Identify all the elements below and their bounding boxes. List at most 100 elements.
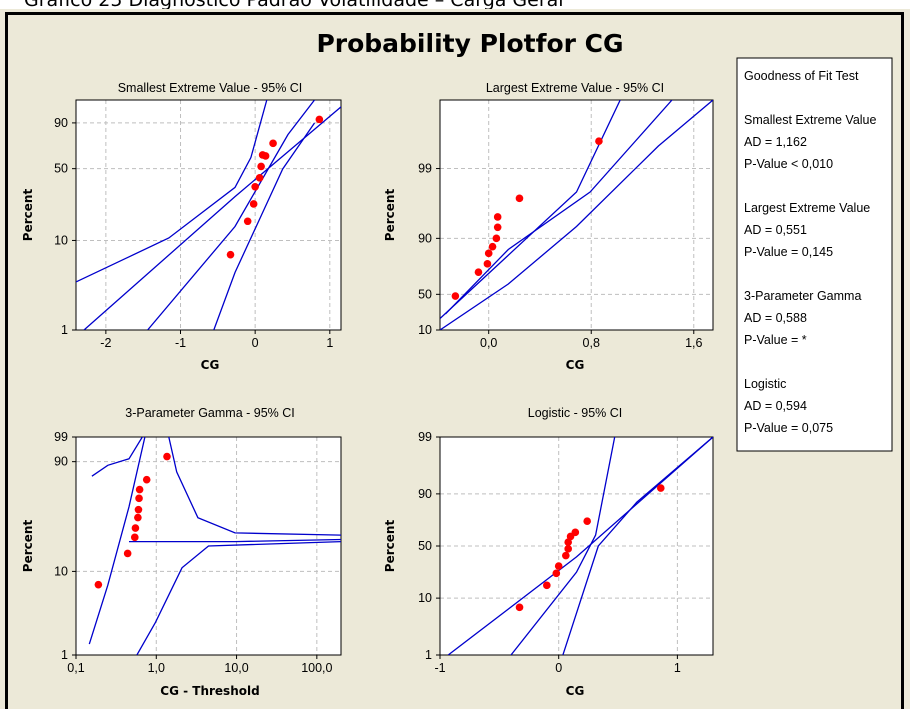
data-point [163,452,171,461]
y-tick-label: 1 [425,648,432,662]
data-point [564,545,572,553]
data-point [656,484,665,492]
x-tick-label: 0 [555,661,562,675]
x-tick-label: 100,0 [301,661,332,675]
gof-title: Goodness of Fit Test [744,69,859,83]
data-point [474,268,483,276]
ci-band-upper [510,437,616,655]
figure-caption: Gráfico 25 Diagnóstico Padrão Volatilida… [24,0,564,11]
plot-frame [439,99,714,331]
y-tick-label: 90 [54,116,68,130]
x-tick-label: 0,8 [583,336,600,350]
fit-line [447,437,713,655]
x-tick-label: 1,0 [148,661,165,675]
data-point [554,562,563,570]
data-point [261,152,270,160]
data-point [269,139,277,148]
data-point [255,174,264,182]
fit-line [440,100,713,330]
data-point [257,162,265,171]
y-tick-label: 50 [418,539,432,553]
y-tick-label: 1 [61,648,68,662]
data-point [134,505,143,514]
y-tick-label: 1 [61,323,68,337]
panel-title: Smallest Extreme Value - 95% CI [118,81,303,95]
panel-title: Largest Extreme Value - 95% CI [486,81,664,95]
gof-ad: AD = 1,162 [744,135,807,149]
data-point [243,217,252,226]
plot-frame [75,436,342,656]
data-point [226,250,235,259]
data-point [130,533,139,542]
y-axis-label: Percent [21,189,35,242]
data-point [142,475,151,484]
gof-name: Smallest Extreme Value [744,113,877,127]
x-tick-label: -1 [175,336,186,350]
x-axis-label: CG [566,684,585,698]
ci-band-lower [76,100,268,283]
gof-name: Logistic [744,377,786,391]
y-tick-label: 90 [54,455,68,469]
gof-pvalue: P-Value = * [744,333,807,347]
gof-pvalue: P-Value = 0,075 [744,421,833,435]
x-tick-label: 1 [326,336,333,350]
fit-line [88,437,146,645]
x-tick-label: -1 [434,661,445,675]
ci-band-extra [129,538,341,543]
x-tick-label: 1 [674,661,681,675]
data-point [493,213,502,221]
data-point [251,182,259,191]
gof-ad: AD = 0,594 [744,399,807,413]
data-point [515,194,524,203]
data-point [315,115,324,124]
ci-band-upper [440,100,621,319]
plot-area [76,100,341,330]
y-tick-label: 99 [54,430,68,444]
y-axis-label: Percent [383,520,397,573]
x-tick-label: -2 [100,336,111,350]
data-point [484,249,493,258]
y-tick-label: 10 [54,564,68,578]
gof-name: 3-Parameter Gamma [744,289,861,303]
y-tick-label: 90 [418,487,432,501]
ci-band-upper [91,437,143,477]
y-tick-label: 90 [418,231,432,245]
ci-band-lower [562,437,713,655]
y-tick-label: 50 [54,162,68,176]
y-axis-label: Percent [21,520,35,573]
y-tick-label: 99 [418,162,432,176]
panel-title: 3-Parameter Gamma - 95% CI [125,406,295,420]
data-point [492,234,501,243]
plot-frame [75,99,342,331]
x-tick-label: 0,0 [480,336,497,350]
panel-title: Logistic - 95% CI [528,406,622,420]
data-point [595,137,603,146]
ci-band-lower [168,437,341,536]
x-axis-label: CG [566,358,585,372]
data-point [483,260,492,268]
data-point [493,223,502,232]
gof-name: Largest Extreme Value [744,201,870,215]
data-point [249,200,258,208]
data-point [543,581,551,590]
data-point [131,524,140,532]
x-tick-label: 0 [252,336,259,350]
ci-band-extra [136,540,341,655]
data-point [488,242,497,251]
data-point [135,485,144,494]
data-point [562,551,570,560]
data-point [94,580,103,589]
y-tick-label: 50 [418,287,432,301]
x-axis-label: CG [201,358,220,372]
ci-band-lower [445,100,673,315]
y-tick-label: 10 [418,591,432,605]
data-point [571,528,580,537]
gof-ad: AD = 0,551 [744,223,807,237]
data-point [583,517,591,525]
y-axis-label: Percent [383,189,397,242]
goodness-of-fit-box [736,57,893,452]
y-tick-label: 10 [418,323,432,337]
data-point [123,549,132,558]
data-point [134,513,142,522]
